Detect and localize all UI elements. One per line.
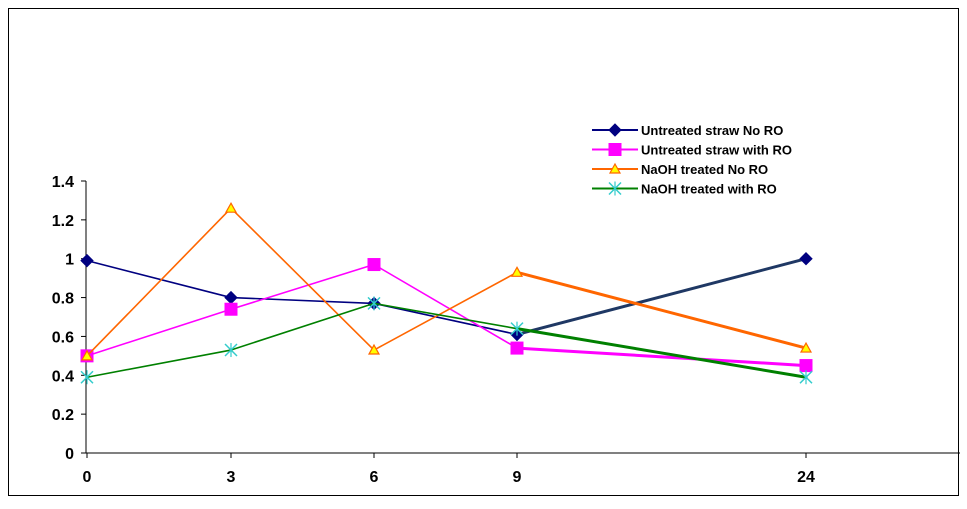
data-point bbox=[799, 359, 813, 373]
x-tick-label: 3 bbox=[227, 469, 236, 486]
legend-label: Untreated straw No RO bbox=[641, 123, 783, 138]
series-line-segment bbox=[230, 296, 375, 305]
data-point bbox=[367, 343, 381, 355]
data-point bbox=[367, 258, 381, 272]
x-tick-label: 0 bbox=[83, 469, 92, 486]
y-tick-label: 0 bbox=[65, 446, 74, 463]
series-line-segment bbox=[373, 302, 518, 336]
series-line-segment bbox=[230, 302, 375, 351]
series-layer bbox=[80, 201, 813, 385]
data-point bbox=[799, 252, 813, 266]
y-tick-label: 0.2 bbox=[52, 407, 74, 424]
y-tick-label: 0.6 bbox=[52, 329, 74, 346]
y-tick-label: 0.4 bbox=[52, 368, 74, 385]
series-line-segment bbox=[230, 263, 375, 311]
data-point bbox=[510, 266, 524, 277]
series-line-segment bbox=[515, 346, 808, 368]
series-line-segment bbox=[373, 302, 518, 330]
chart-border bbox=[8, 8, 959, 496]
data-point bbox=[510, 341, 524, 355]
legend: Untreated straw No RO Untreated straw wit… bbox=[592, 123, 792, 197]
x-tick-label: 9 bbox=[513, 469, 522, 486]
series-line-segment bbox=[373, 263, 518, 349]
series-line-segment bbox=[515, 327, 808, 379]
y-tick-label: 1.4 bbox=[52, 174, 74, 191]
legend-marker bbox=[608, 123, 622, 137]
legend-label: NaOH treated No RO bbox=[641, 162, 768, 177]
x-tick-label: 6 bbox=[370, 469, 379, 486]
x-tick-label: 24 bbox=[797, 469, 815, 486]
data-point bbox=[224, 201, 238, 213]
series-line-segment bbox=[86, 349, 232, 379]
series-4 bbox=[80, 296, 813, 385]
data-point bbox=[80, 253, 94, 268]
series-line-segment bbox=[86, 207, 232, 357]
legend-label: NaOH treated with RO bbox=[641, 182, 777, 197]
series-line-segment bbox=[86, 259, 232, 299]
series-line-segment bbox=[230, 207, 375, 351]
y-tick-label: 0.8 bbox=[52, 291, 74, 308]
series-line-segment bbox=[515, 257, 808, 336]
legend-marker bbox=[608, 162, 622, 174]
series-2 bbox=[80, 258, 813, 373]
legend-marker bbox=[608, 143, 622, 156]
legend-label: Untreated straw with RO bbox=[641, 143, 792, 158]
data-point bbox=[799, 341, 813, 353]
y-tick-label: 1.2 bbox=[52, 213, 74, 230]
y-tick-label: 1 bbox=[65, 252, 74, 269]
series-3 bbox=[80, 201, 813, 361]
series-line-segment bbox=[515, 270, 808, 350]
series-line-segment bbox=[373, 271, 518, 351]
data-point bbox=[80, 349, 94, 361]
axes: 0 0.2 0.4 0.6 0.8 1 1.2 1.4 0 3 6 9 24 bbox=[52, 174, 960, 486]
data-point bbox=[224, 302, 238, 316]
series-line-segment bbox=[86, 308, 232, 357]
